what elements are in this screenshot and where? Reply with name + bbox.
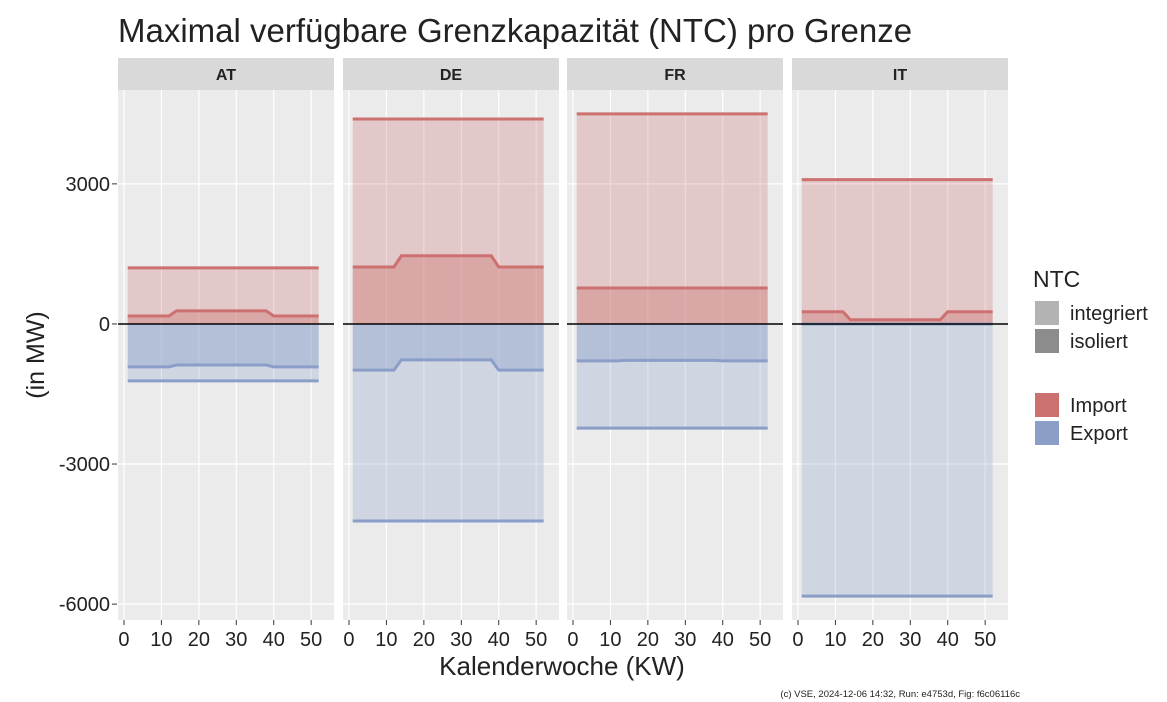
line — [801, 310, 993, 322]
x-tick-label: 0 — [792, 629, 803, 651]
x-tick-label: 50 — [525, 629, 547, 651]
x-tick-label: 30 — [450, 629, 472, 651]
x-tick-label: 20 — [413, 629, 435, 651]
y-tick-label: 0 — [99, 314, 110, 336]
caption: (c) VSE, 2024-12-06 14:32, Run: e4753d, … — [780, 689, 1020, 700]
x-axis-label: Kalenderwoche (KW) — [439, 651, 685, 681]
x-tick-label: 10 — [375, 629, 397, 651]
x-tick-label: 40 — [488, 629, 510, 651]
x-tick-label: 20 — [637, 629, 659, 651]
line — [127, 363, 319, 369]
strip — [343, 58, 559, 90]
legend-key — [1035, 329, 1059, 353]
x-tick-label: 40 — [712, 629, 734, 651]
area — [801, 323, 993, 597]
legend-title: NTC — [1033, 266, 1080, 292]
y-tick-label: -6000 — [59, 594, 110, 616]
strip-label: AT — [216, 67, 236, 84]
x-tick-label: 20 — [188, 629, 210, 651]
area — [576, 323, 768, 361]
x-tick-label: 30 — [674, 629, 696, 651]
x-tick-label: 50 — [749, 629, 771, 651]
x-tick-label: 0 — [343, 629, 354, 651]
area — [352, 323, 544, 371]
x-tick-label: 10 — [150, 629, 172, 651]
panel — [118, 90, 334, 620]
x-tick-label: 10 — [599, 629, 621, 651]
y-tick-label: -3000 — [59, 454, 110, 476]
legend-label: Import — [1070, 395, 1127, 417]
x-tick-label: 50 — [300, 629, 322, 651]
x-tick-label: 50 — [974, 629, 996, 651]
line — [352, 254, 544, 269]
area — [352, 255, 544, 324]
y-axis-label: (in MW) — [22, 311, 50, 398]
x-tick-label: 20 — [862, 629, 884, 651]
x-tick-label: 10 — [824, 629, 846, 651]
strip-label: IT — [893, 67, 907, 84]
area — [352, 118, 544, 324]
area — [576, 287, 768, 324]
legend-key — [1035, 393, 1059, 417]
chart-title: Maximal verfügbare Grenzkapazität (NTC) … — [118, 12, 912, 49]
area — [352, 323, 544, 522]
x-tick-label: 30 — [899, 629, 921, 651]
strip — [567, 58, 783, 90]
legend-label: isoliert — [1070, 331, 1128, 353]
legend-label: integriert — [1070, 303, 1148, 325]
panel — [567, 90, 783, 620]
x-tick-label: 30 — [225, 629, 247, 651]
legend-key — [1035, 421, 1059, 445]
line — [352, 358, 544, 372]
area — [576, 323, 768, 429]
panel — [343, 90, 559, 620]
x-tick-label: 0 — [118, 629, 129, 651]
strip — [118, 58, 334, 90]
x-tick-label: 40 — [937, 629, 959, 651]
area — [801, 179, 993, 324]
strip-label: FR — [664, 67, 686, 84]
legend-key — [1035, 301, 1059, 325]
y-tick-label: 3000 — [66, 174, 111, 196]
x-tick-label: 40 — [263, 629, 285, 651]
x-tick-label: 0 — [567, 629, 578, 651]
legend-label: Export — [1070, 423, 1128, 445]
area — [127, 323, 319, 367]
strip — [792, 58, 1008, 90]
strip-label: DE — [440, 67, 463, 84]
area — [576, 113, 768, 324]
line — [127, 309, 319, 318]
